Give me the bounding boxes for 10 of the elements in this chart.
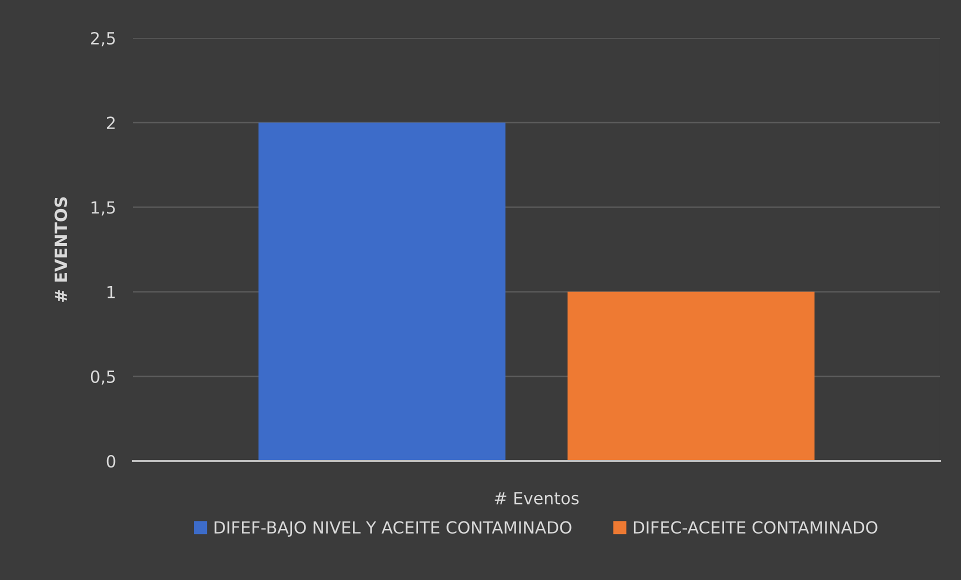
legend-label: DIFEC-ACEITE CONTAMINADO <box>634 521 878 534</box>
y-axis-title: # EVENTOS <box>54 197 68 302</box>
y-tick-label: 0 <box>106 454 116 468</box>
y-tick-label: 2,5 <box>91 32 115 46</box>
x-tick-label: # Eventos <box>494 492 579 504</box>
y-tick-label: 1,5 <box>92 201 115 216</box>
legend-label: DIFEF-BAJO NIVEL Y ACEITE CONTAMINADO <box>214 521 572 537</box>
y-tick-label: 2 <box>106 116 115 129</box>
y-tick-label: 1 <box>108 286 115 298</box>
y-tick-label: 0,5 <box>90 370 115 385</box>
